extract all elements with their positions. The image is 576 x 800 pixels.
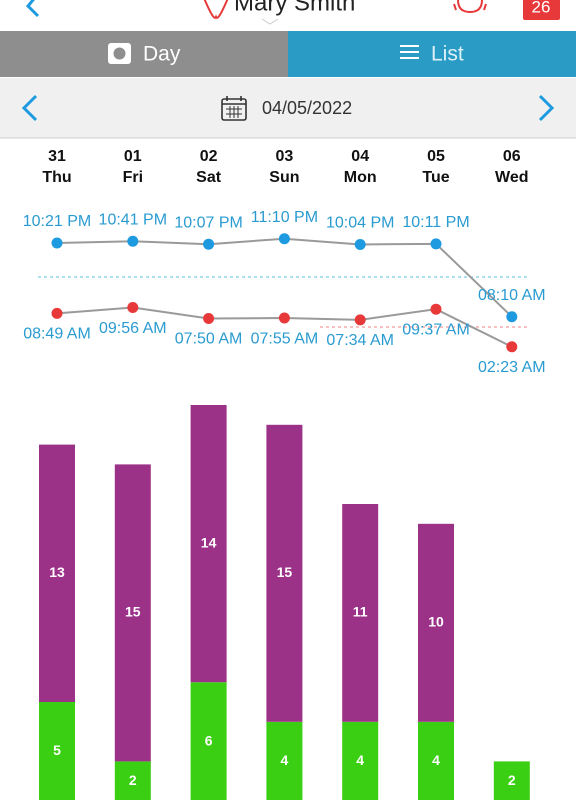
bar-segment xyxy=(418,523,454,722)
bar-label: 4 xyxy=(432,752,440,768)
time-label: 07:34 AM xyxy=(326,332,394,349)
time-label: 09:37 AM xyxy=(402,321,470,338)
list-icon xyxy=(400,45,419,59)
day-date: 01 xyxy=(124,148,142,165)
bar-segment xyxy=(190,682,227,800)
bar-segment xyxy=(418,721,454,800)
badge-count: 26 xyxy=(532,0,551,16)
sleep-point xyxy=(203,238,215,250)
user-name: Mary Smith xyxy=(234,0,355,16)
bar-label: 14 xyxy=(201,534,217,550)
day-weekday: Thu xyxy=(42,169,71,186)
time-label: 10:41 PM xyxy=(99,211,167,228)
header-bar xyxy=(0,0,576,31)
time-label: 10:11 PM xyxy=(402,214,469,231)
sleep-point xyxy=(203,312,215,324)
day-icon-dot xyxy=(113,47,126,60)
bar-label: 4 xyxy=(356,752,364,768)
sleep-point xyxy=(506,311,518,323)
badge xyxy=(523,0,560,20)
selected-date: 04/05/2022 xyxy=(262,98,352,118)
sleep-point xyxy=(354,314,366,326)
bar-segment xyxy=(342,721,379,800)
day-weekday: Wed xyxy=(495,169,528,186)
time-label: 10:21 PM xyxy=(23,213,91,230)
day-date: 02 xyxy=(200,148,218,165)
bar-segment xyxy=(114,464,151,762)
back-button[interactable] xyxy=(25,0,40,18)
tab-day[interactable] xyxy=(0,31,288,77)
tab-list[interactable] xyxy=(288,31,576,77)
tab-label: Day xyxy=(143,43,181,66)
time-label: 07:50 AM xyxy=(175,331,243,348)
bar-segment xyxy=(114,761,151,800)
dropdown-caret[interactable] xyxy=(261,18,279,25)
bar-label: 2 xyxy=(508,772,516,788)
bar-segment xyxy=(493,761,530,800)
bar-label: 4 xyxy=(281,752,289,768)
sleep-point xyxy=(278,312,290,324)
sleep-line xyxy=(56,237,513,318)
bar-label: 15 xyxy=(277,564,293,580)
time-label: 10:04 PM xyxy=(326,215,394,232)
day-date: 05 xyxy=(427,148,445,165)
bar-segment xyxy=(39,702,75,800)
sleep-point xyxy=(430,238,442,250)
day-date: 04 xyxy=(351,148,369,165)
time-label: 08:10 AM xyxy=(478,287,546,304)
day-weekday: Mon xyxy=(344,169,377,186)
bar-segment xyxy=(266,424,303,722)
bar-label: 15 xyxy=(125,604,141,620)
day-date: 31 xyxy=(48,148,66,165)
bar-label: 2 xyxy=(129,772,137,788)
bar-label: 5 xyxy=(53,742,61,758)
date-bar xyxy=(0,78,576,138)
bar-segment xyxy=(39,444,75,702)
bar-label: 11 xyxy=(353,604,368,620)
sleep-point xyxy=(506,341,518,353)
bar-segment xyxy=(266,721,303,800)
time-label: 11:10 PM xyxy=(251,209,318,226)
bar-label: 6 xyxy=(205,732,213,748)
bell-icon[interactable] xyxy=(453,0,487,14)
day-date: 03 xyxy=(276,148,294,165)
calendar-icon[interactable] xyxy=(221,96,247,121)
time-label: 07:55 AM xyxy=(251,330,319,347)
sleep-point xyxy=(127,302,139,314)
day-weekday: Sun xyxy=(269,169,299,186)
heart-icon xyxy=(203,0,229,19)
next-date[interactable] xyxy=(538,94,555,122)
day-weekday: Tue xyxy=(422,169,449,186)
bar-segment xyxy=(342,504,379,722)
sleep-point xyxy=(127,235,139,247)
prev-date[interactable] xyxy=(21,94,38,122)
sleep-point xyxy=(278,233,290,245)
time-label: 10:07 PM xyxy=(174,214,242,231)
day-weekday: Fri xyxy=(123,169,143,186)
bar-label: 10 xyxy=(428,614,444,630)
sleep-point xyxy=(51,307,63,319)
sleep-point xyxy=(430,303,442,315)
day-date: 06 xyxy=(503,148,521,165)
tab-label: List xyxy=(431,43,464,66)
time-label: 02:23 AM xyxy=(478,359,546,376)
bar-label: 13 xyxy=(49,564,65,580)
sleep-point xyxy=(51,237,63,249)
sleep-point xyxy=(354,238,366,250)
time-label: 08:49 AM xyxy=(23,326,91,343)
day-weekday: Sat xyxy=(196,169,222,186)
bar-segment xyxy=(190,405,227,683)
time-label: 09:56 AM xyxy=(99,320,167,337)
